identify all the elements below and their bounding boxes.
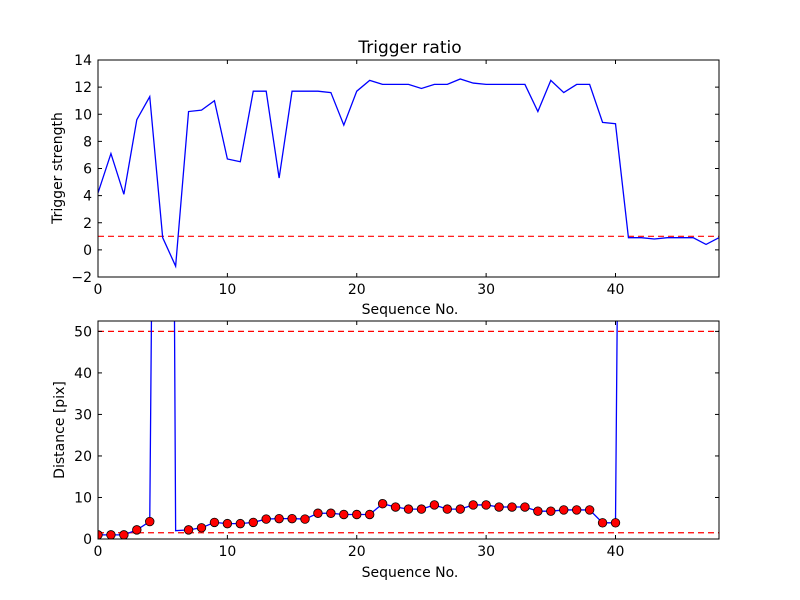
bottom-subplot: 0 10 20 30 40 0 10 20 30 40 50 Sequence No. Dista… bbox=[52, 320, 720, 581]
top-y-tick-label: 8 bbox=[83, 134, 92, 150]
bottom-data-point bbox=[196, 523, 207, 533]
bottom-data-point bbox=[300, 514, 310, 524]
bottom-data-point bbox=[390, 502, 401, 512]
bottom-data-point bbox=[248, 517, 258, 528]
top-x-tick-label: 40 bbox=[607, 282, 625, 298]
top-y-tick-label: 14 bbox=[74, 53, 92, 69]
bottom-x-tick-label: 0 bbox=[94, 544, 103, 560]
top-x-tick-label: 20 bbox=[348, 282, 366, 298]
bottom-data-point bbox=[98, 530, 103, 539]
bottom-x-tick-label: 20 bbox=[348, 544, 366, 560]
bottom-y-tick-label: 10 bbox=[74, 490, 92, 506]
bottom-data-point bbox=[287, 513, 297, 524]
bottom-data-point bbox=[209, 517, 220, 528]
top-y-axis-label: Trigger strength bbox=[50, 112, 66, 225]
bottom-axes-frame bbox=[97, 320, 720, 540]
bottom-data-point bbox=[416, 504, 427, 514]
bottom-data-point bbox=[364, 509, 375, 520]
bottom-data-point bbox=[403, 504, 414, 514]
bottom-data-point bbox=[145, 516, 155, 527]
bottom-y-tick-label: 20 bbox=[74, 449, 92, 465]
bottom-x-tick-label: 40 bbox=[607, 544, 625, 560]
bottom-y-tick-labels: 0 10 20 30 40 50 bbox=[74, 324, 92, 548]
bottom-data-point bbox=[119, 530, 129, 539]
top-x-tick-label: 0 bbox=[94, 282, 103, 298]
bottom-y-tick-label: 0 bbox=[83, 532, 92, 548]
top-series-group bbox=[98, 78, 719, 269]
bottom-data-point bbox=[442, 504, 453, 514]
bottom-y-axis-label: Distance [pix] bbox=[52, 381, 68, 479]
bottom-data-point bbox=[106, 530, 116, 539]
bottom-data-point bbox=[261, 514, 271, 524]
bottom-data-point bbox=[597, 518, 608, 528]
bottom-data-point bbox=[507, 502, 517, 512]
bottom-data-point bbox=[274, 513, 284, 524]
top-x-tick-label: 10 bbox=[218, 282, 236, 298]
top-y-tick-label: −2 bbox=[71, 270, 92, 286]
bottom-data-point bbox=[326, 508, 336, 518]
top-y-tick-label: 12 bbox=[74, 80, 92, 96]
bottom-data-point bbox=[571, 505, 582, 515]
bottom-x-tick-labels: 0 10 20 30 40 bbox=[94, 544, 625, 560]
bottom-data-point bbox=[339, 509, 349, 520]
top-y-tick-label: 6 bbox=[83, 162, 92, 178]
top-plot-area bbox=[97, 59, 720, 278]
bottom-y-tick-label: 30 bbox=[74, 407, 92, 423]
bottom-data-point bbox=[520, 502, 530, 512]
bottom-x-axis-label: Sequence No. bbox=[362, 565, 459, 581]
top-y-tick-label: 0 bbox=[83, 243, 92, 259]
bottom-data-point bbox=[533, 506, 543, 516]
top-x-tick-labels: 0 10 20 30 40 bbox=[94, 282, 625, 298]
bottom-data-point bbox=[481, 500, 491, 510]
bottom-data-point bbox=[235, 518, 246, 529]
top-x-tick-label: 30 bbox=[477, 282, 495, 298]
bottom-data-point bbox=[352, 509, 362, 520]
top-y-tick-label: 4 bbox=[83, 189, 92, 205]
top-x-axis-label: Sequence No. bbox=[362, 302, 459, 318]
bottom-x-tick-label: 10 bbox=[218, 544, 236, 560]
bottom-data-point bbox=[468, 500, 478, 510]
bottom-data-point bbox=[559, 505, 569, 515]
bottom-data-point bbox=[313, 508, 323, 518]
bottom-data-point bbox=[429, 500, 440, 510]
top-y-tick-labels: −2 0 2 4 6 8 10 12 14 bbox=[71, 53, 92, 286]
top-y-tick-label: 2 bbox=[83, 216, 92, 232]
bottom-series-group bbox=[98, 321, 719, 539]
bottom-data-point bbox=[584, 505, 595, 515]
bottom-data-point bbox=[222, 518, 233, 529]
bottom-data-point bbox=[132, 525, 142, 535]
top-chart-title: Trigger ratio bbox=[357, 38, 461, 58]
bottom-y-tick-label: 50 bbox=[74, 324, 92, 340]
bottom-data-point bbox=[494, 502, 504, 512]
bottom-data-point bbox=[546, 506, 556, 516]
bottom-plot-area bbox=[97, 320, 720, 540]
bottom-x-tick-label: 30 bbox=[477, 544, 495, 560]
top-series-line bbox=[98, 78, 719, 269]
bottom-data-point bbox=[377, 499, 388, 509]
bottom-y-tick-label: 40 bbox=[74, 366, 92, 382]
bottom-data-point bbox=[183, 525, 194, 535]
bottom-data-point bbox=[455, 504, 465, 514]
top-y-tick-label: 10 bbox=[74, 107, 92, 123]
bottom-data-point bbox=[610, 518, 621, 528]
